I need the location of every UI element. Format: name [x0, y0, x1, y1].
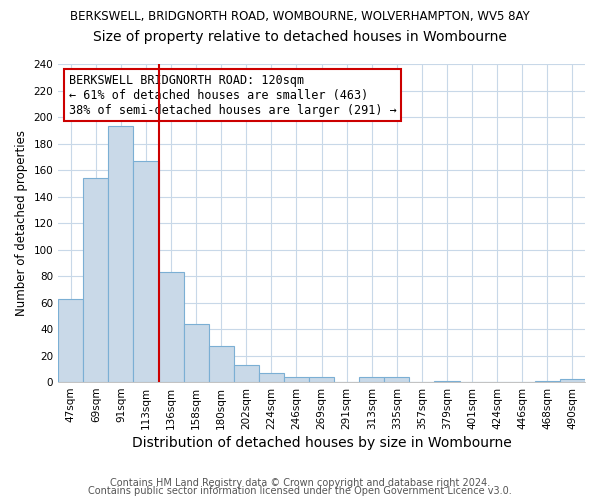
Bar — [184, 324, 209, 382]
Bar — [234, 365, 259, 382]
Text: BERKSWELL, BRIDGNORTH ROAD, WOMBOURNE, WOLVERHAMPTON, WV5 8AY: BERKSWELL, BRIDGNORTH ROAD, WOMBOURNE, W… — [70, 10, 530, 23]
Text: Contains HM Land Registry data © Crown copyright and database right 2024.: Contains HM Land Registry data © Crown c… — [110, 478, 490, 488]
Bar — [133, 160, 158, 382]
Text: BERKSWELL BRIDGNORTH ROAD: 120sqm
← 61% of detached houses are smaller (463)
38%: BERKSWELL BRIDGNORTH ROAD: 120sqm ← 61% … — [69, 74, 397, 116]
Bar — [434, 380, 460, 382]
Bar — [109, 126, 133, 382]
Text: Size of property relative to detached houses in Wombourne: Size of property relative to detached ho… — [93, 30, 507, 44]
Bar — [385, 377, 409, 382]
Bar — [309, 377, 334, 382]
Text: Contains public sector information licensed under the Open Government Licence v3: Contains public sector information licen… — [88, 486, 512, 496]
Bar — [259, 373, 284, 382]
Bar — [158, 272, 184, 382]
Bar — [284, 377, 309, 382]
Bar — [83, 178, 109, 382]
Bar — [535, 380, 560, 382]
Bar — [209, 346, 234, 382]
Bar — [359, 377, 385, 382]
Y-axis label: Number of detached properties: Number of detached properties — [15, 130, 28, 316]
Bar — [560, 380, 585, 382]
X-axis label: Distribution of detached houses by size in Wombourne: Distribution of detached houses by size … — [132, 436, 511, 450]
Bar — [58, 298, 83, 382]
